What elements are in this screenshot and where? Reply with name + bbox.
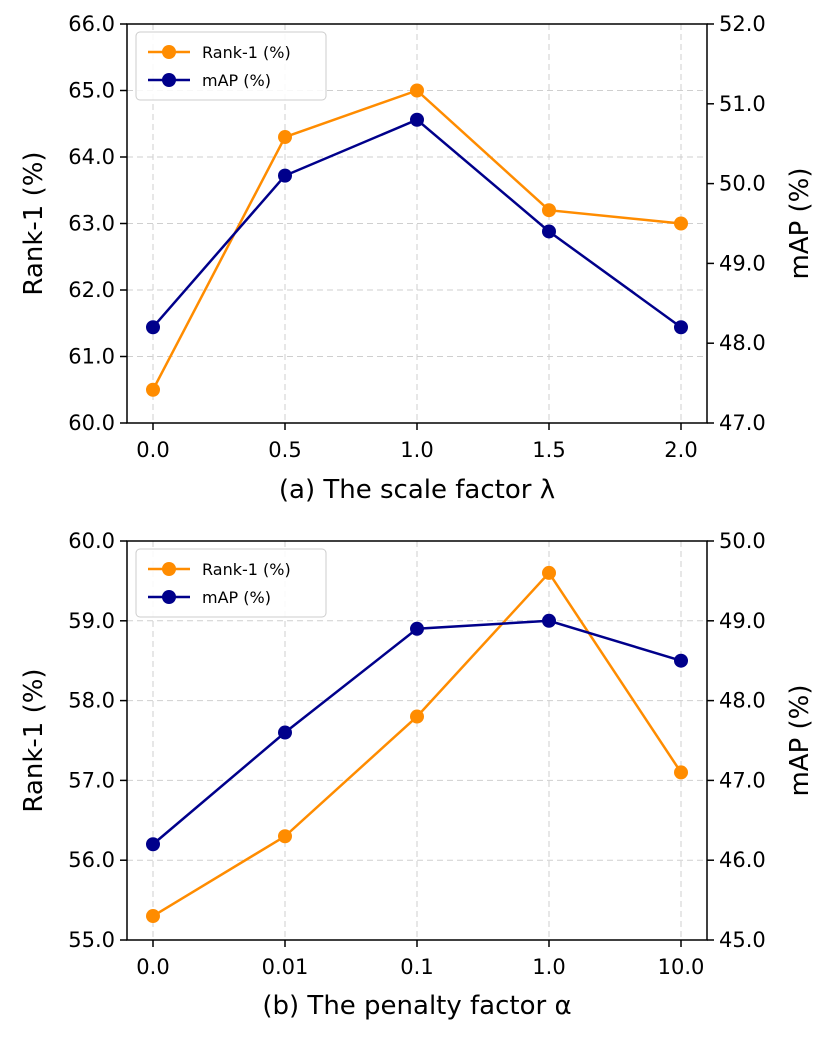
left-y-tick-label: 62.0 bbox=[68, 278, 115, 302]
data-point-map bbox=[674, 653, 688, 668]
left-y-tick-label: 64.0 bbox=[68, 145, 115, 169]
x-tick-label: 2.0 bbox=[664, 438, 697, 462]
data-point-rank1 bbox=[146, 909, 160, 924]
chart-panel-2: 0.0 0.01 0.1 1.0 10.0 55.0 56.0 57.0 58.0 59.0 60.… bbox=[19, 529, 815, 1021]
data-point-rank1 bbox=[146, 382, 160, 397]
legend-label: mAP (%) bbox=[202, 71, 271, 90]
left-y-tick-label: 59.0 bbox=[68, 609, 115, 633]
left-y-tick-label: 66.0 bbox=[68, 12, 115, 36]
legend-marker bbox=[162, 45, 176, 59]
left-y-tick-label: 56.0 bbox=[68, 848, 115, 872]
legend-label: Rank-1 (%) bbox=[202, 43, 291, 62]
data-point-map bbox=[674, 320, 688, 335]
data-point-rank1 bbox=[542, 565, 556, 580]
right-y-tick-label: 47.0 bbox=[719, 768, 766, 792]
data-point-map bbox=[410, 621, 424, 636]
left-y-tick-label: 60.0 bbox=[68, 411, 115, 435]
data-point-map bbox=[410, 112, 424, 127]
left-y-tick-label: 55.0 bbox=[68, 928, 115, 952]
x-tick-label: 1.0 bbox=[400, 438, 433, 462]
right-y-tick-label: 50.0 bbox=[719, 529, 766, 553]
data-point-map bbox=[146, 320, 160, 335]
left-y-tick-label: 57.0 bbox=[68, 768, 115, 792]
x-axis-label: (a) The scale factor λ bbox=[279, 475, 555, 505]
x-tick-label: 0.0 bbox=[136, 955, 169, 979]
legend-label: mAP (%) bbox=[202, 588, 271, 607]
data-point-rank1 bbox=[410, 83, 424, 98]
legend-marker bbox=[162, 590, 176, 604]
left-y-tick-label: 58.0 bbox=[68, 689, 115, 713]
legend-marker bbox=[162, 73, 176, 87]
data-point-map bbox=[278, 725, 292, 740]
right-y-tick-label: 46.0 bbox=[719, 848, 766, 872]
x-axis-label: (b) The penalty factor α bbox=[262, 991, 571, 1021]
left-y-axis-label: Rank-1 (%) bbox=[19, 151, 49, 295]
right-y-tick-label: 49.0 bbox=[719, 251, 766, 275]
legend-marker bbox=[162, 562, 176, 576]
data-point-rank1 bbox=[674, 216, 688, 231]
data-point-map bbox=[146, 837, 160, 852]
x-tick-label: 10.0 bbox=[658, 955, 705, 979]
legend-label: Rank-1 (%) bbox=[202, 560, 291, 579]
right-y-tick-label: 50.0 bbox=[719, 172, 766, 196]
left-y-tick-label: 61.0 bbox=[68, 345, 115, 369]
left-y-tick-label: 65.0 bbox=[68, 79, 115, 103]
right-y-tick-label: 51.0 bbox=[719, 92, 766, 116]
data-point-rank1 bbox=[278, 829, 292, 844]
data-point-map bbox=[278, 168, 292, 183]
x-tick-label: 0.1 bbox=[400, 955, 433, 979]
right-y-tick-label: 47.0 bbox=[719, 411, 766, 435]
left-y-tick-label: 60.0 bbox=[68, 529, 115, 553]
left-y-tick-label: 63.0 bbox=[68, 212, 115, 236]
legend-box bbox=[135, 548, 327, 618]
data-point-rank1 bbox=[410, 709, 424, 724]
right-y-tick-label: 48.0 bbox=[719, 689, 766, 713]
legend-box bbox=[135, 31, 327, 101]
data-point-rank1 bbox=[542, 203, 556, 218]
right-y-tick-label: 45.0 bbox=[719, 928, 766, 952]
x-tick-label: 0.5 bbox=[268, 438, 301, 462]
right-y-tick-label: 48.0 bbox=[719, 331, 766, 355]
x-tick-label: 1.5 bbox=[532, 438, 565, 462]
left-y-axis-label: Rank-1 (%) bbox=[19, 668, 49, 812]
chart-panel-1: 0.0 0.5 1.0 1.5 2.0 60.0 61.0 62.0 63.0 64.0 65.0 6… bbox=[19, 12, 815, 505]
data-point-map bbox=[542, 613, 556, 628]
x-tick-label: 0.01 bbox=[262, 955, 309, 979]
x-tick-label: 0.0 bbox=[136, 438, 169, 462]
right-y-axis-label: mAP (%) bbox=[785, 167, 815, 279]
data-point-rank1 bbox=[674, 765, 688, 780]
x-tick-label: 1.0 bbox=[532, 955, 565, 979]
right-y-tick-label: 49.0 bbox=[719, 609, 766, 633]
data-point-rank1 bbox=[278, 130, 292, 145]
data-point-map bbox=[542, 224, 556, 239]
right-y-tick-label: 52.0 bbox=[719, 12, 766, 36]
right-y-axis-label: mAP (%) bbox=[785, 684, 815, 796]
